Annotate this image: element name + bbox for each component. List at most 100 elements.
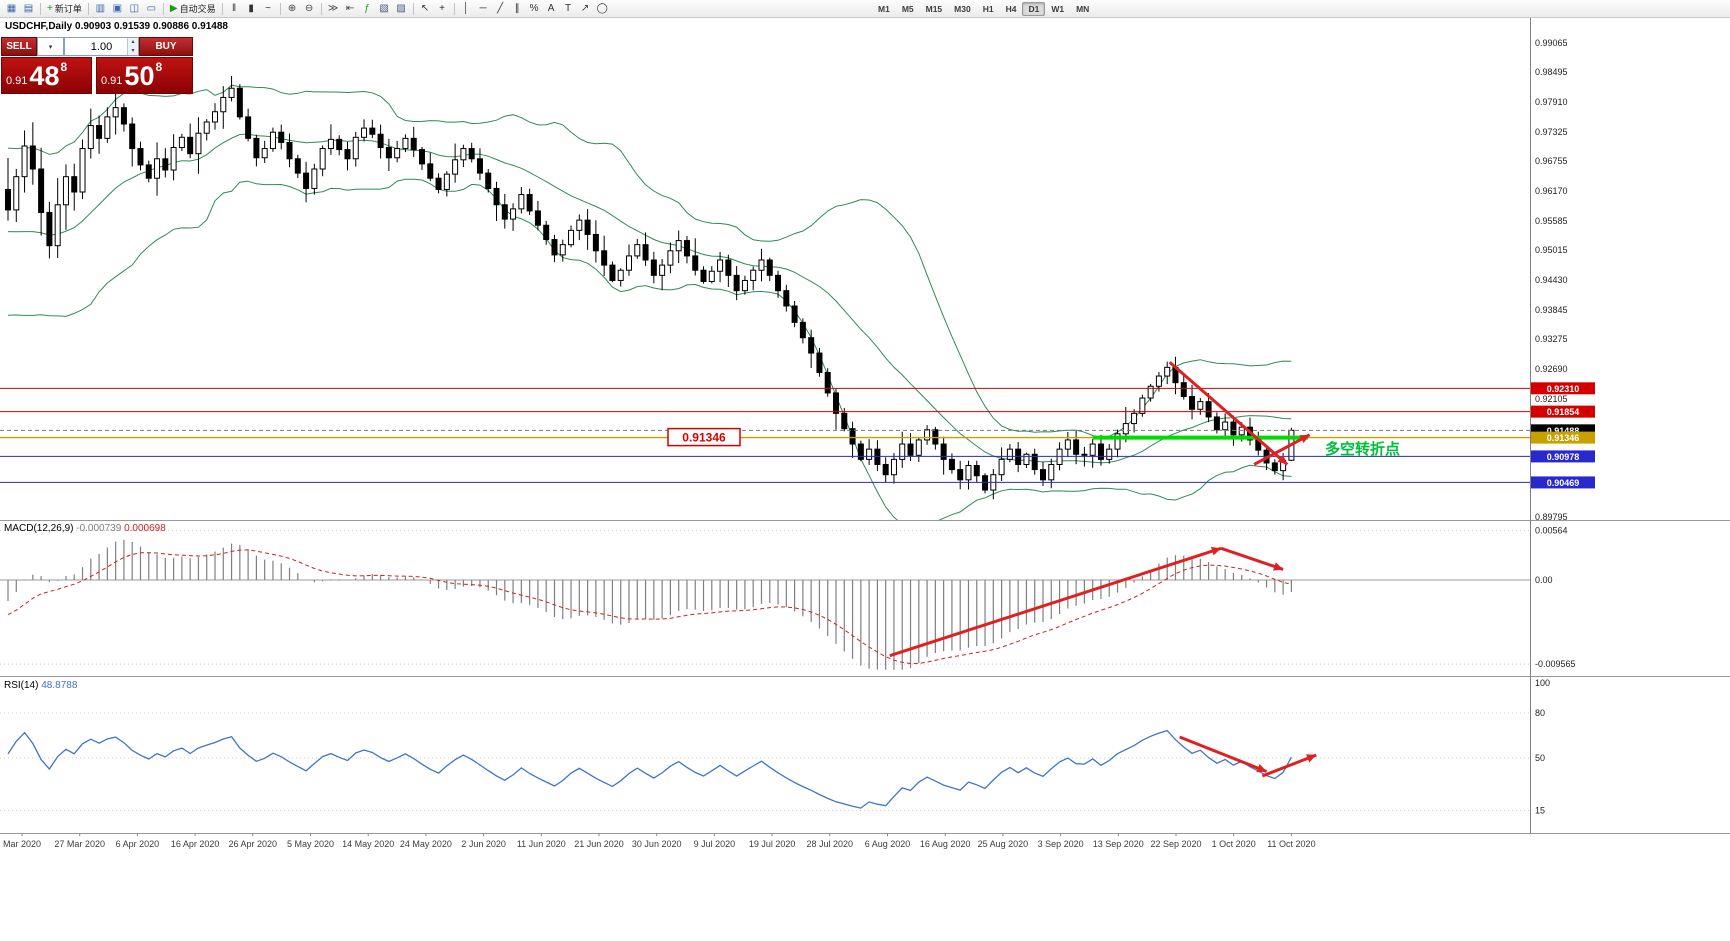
trade-prices-row: 0.91 48 8 0.91 50 8: [1, 57, 193, 94]
new-chart-button[interactable]: ▦: [3, 1, 20, 16]
text-button[interactable]: A: [543, 1, 560, 16]
vertical-line-button[interactable]: │: [458, 1, 475, 16]
svg-text:0.97910: 0.97910: [1535, 97, 1568, 107]
zoom-out-button[interactable]: ⊖: [301, 1, 318, 16]
arrow-objects-icon: ↗: [580, 3, 590, 14]
rsi-annotations: [1179, 735, 1317, 778]
stepper-up-icon[interactable]: ▴: [128, 38, 138, 47]
zoom-out-icon: ⊖: [304, 3, 314, 14]
macd-indicator-label: MACD(12,26,9) -0.000739 0.000698: [4, 523, 166, 534]
market-watch-icon: ▥: [95, 3, 106, 14]
zoom-in-icon: ⊕: [287, 3, 297, 14]
horizontal-line-button[interactable]: ─: [475, 1, 492, 16]
fibonacci-icon: %: [529, 3, 539, 14]
timeframe-h1-button[interactable]: H1: [982, 4, 994, 14]
buy-price-display[interactable]: 0.91 50 8: [96, 57, 193, 94]
indicators-list-button[interactable]: ƒ: [359, 1, 376, 16]
macd-signal-line: [7, 549, 1292, 665]
trendline-button[interactable]: ╱: [492, 1, 509, 16]
chart-shift-button[interactable]: ⇤: [342, 1, 359, 16]
svg-text:26 Apr 2020: 26 Apr 2020: [229, 839, 278, 849]
zoom-in-button[interactable]: ⊕: [284, 1, 301, 16]
chevron-down-icon: ▾: [48, 43, 53, 51]
lot-size-input[interactable]: 1.00 ▴ ▾: [64, 37, 139, 56]
toolbar-separator: [221, 2, 223, 15]
templates-button[interactable]: ▨: [393, 1, 410, 16]
auto-scroll-icon: ≫: [327, 3, 339, 14]
toolbar-separator: [453, 2, 455, 15]
toolbar-buttons: ▦ ▤ + 新订单 ▥ ▣ ◫ ▭ ▶ 自动交易 ‖ ▮ ~ ⊕ ⊖ ≫ ⇤ ƒ ▧ ▨ ↖ + │ ─ ╱ ∥% A T ↗ ◯: [3, 0, 611, 17]
auto-scroll-button[interactable]: ≫: [325, 1, 342, 16]
market-watch-button[interactable]: ▥: [92, 1, 109, 16]
chart-candles-icon: ▮: [248, 3, 254, 14]
fibonacci-button[interactable]: %: [526, 1, 543, 16]
new-order-button[interactable]: + 新订单: [44, 1, 85, 16]
svg-text:0.92690: 0.92690: [1535, 364, 1568, 374]
arrow-objects-button[interactable]: ↗: [577, 1, 594, 16]
svg-text:2 Jun 2020: 2 Jun 2020: [461, 839, 506, 849]
rsi-panel-svg[interactable]: 100 80 50 15: [0, 676, 1730, 833]
chart-candles-button[interactable]: ▮: [243, 1, 260, 16]
lot-stepper[interactable]: ▴ ▾: [127, 38, 138, 55]
svg-text:22 Sep 2020: 22 Sep 2020: [1150, 839, 1201, 849]
svg-text:0.92310: 0.92310: [1547, 384, 1580, 394]
auto-trading-icon: ▶: [169, 3, 178, 14]
text-label-button[interactable]: T: [560, 1, 577, 16]
periods-button[interactable]: ▧: [376, 1, 393, 16]
svg-text:9 Jul 2020: 9 Jul 2020: [694, 839, 736, 849]
buy-price-sup: 8: [155, 60, 163, 74]
svg-text:25 Aug 2020: 25 Aug 2020: [978, 839, 1029, 849]
sell-price-big: 48: [29, 61, 60, 91]
svg-text:6 Apr 2020: 6 Apr 2020: [116, 839, 160, 849]
toolbar-separator: [412, 2, 414, 15]
shapes-button[interactable]: ◯: [594, 1, 611, 16]
data-window-button[interactable]: ▣: [109, 1, 126, 16]
vertical-line-icon: │: [462, 3, 470, 14]
svg-text:27 Mar 2020: 27 Mar 2020: [54, 839, 105, 849]
buy-button[interactable]: BUY: [139, 37, 193, 56]
rsi-line: [7, 729, 1292, 809]
timeframe-m5-button[interactable]: M5: [901, 4, 914, 14]
sell-price-display[interactable]: 0.91 48 8: [1, 57, 92, 94]
price-level-tag: [1531, 476, 1595, 489]
svg-text:0.95015: 0.95015: [1535, 245, 1568, 255]
price-axis: 0.99065 0.98495 0.97910 0.97325 0.96755 0.961…: [1530, 18, 1568, 520]
svg-text:0.91346: 0.91346: [682, 431, 726, 445]
svg-text:0.90469: 0.90469: [1547, 478, 1580, 488]
chart-profiles-button[interactable]: ▤: [20, 1, 37, 16]
date-axis-svg[interactable]: Mar 2020 27 Mar 2020 6 Apr 2020 16 Apr 2020…: [0, 833, 1730, 857]
chart-line-button[interactable]: ~: [260, 1, 277, 16]
price-chart-svg[interactable]: 0.99065 0.98495 0.97910 0.97325 0.96755 0.961…: [0, 18, 1730, 520]
macd-panel-svg[interactable]: 0.00564 0.00 -0.009565: [0, 520, 1730, 676]
toolbar-separator: [87, 2, 89, 15]
svg-text:0.91854: 0.91854: [1547, 407, 1580, 417]
terminal-button[interactable]: ▭: [143, 1, 160, 16]
chart-bars-button[interactable]: ‖: [226, 1, 243, 16]
chart-shift-icon: ⇤: [345, 3, 355, 14]
svg-text:0.91488: 0.91488: [1547, 426, 1580, 436]
crosshair-icon: +: [439, 3, 445, 14]
rsi-grid: 100 80 50 15: [0, 678, 1550, 816]
navigator-button[interactable]: ◫: [126, 1, 143, 16]
rsi-name: RSI(14): [4, 680, 39, 691]
stepper-down-icon[interactable]: ▾: [128, 46, 138, 55]
macd-name: MACD(12,26,9): [4, 523, 74, 534]
order-type-dropdown[interactable]: ▾: [37, 37, 64, 56]
cursor-button[interactable]: ↖: [417, 1, 434, 16]
svg-text:15: 15: [1535, 806, 1545, 816]
equidistant-channel-button[interactable]: ∥: [509, 1, 526, 16]
toolbar: ▦ ▤ + 新订单 ▥ ▣ ◫ ▭ ▶ 自动交易 ‖ ▮ ~ ⊕ ⊖ ≫ ⇤ ƒ ▧ ▨ ↖ + │ ─ ╱ ∥% A T ↗ ◯ M1 M…: [0, 0, 1730, 18]
timeframe-m15-button[interactable]: M15: [925, 4, 943, 14]
timeframe-w1-button[interactable]: W1: [1051, 4, 1065, 14]
cursor-icon: ↖: [420, 3, 430, 14]
timeframe-m1-button[interactable]: M1: [878, 4, 890, 14]
svg-text:80: 80: [1535, 708, 1545, 718]
timeframe-mn-button[interactable]: MN: [1076, 4, 1090, 14]
sell-button[interactable]: SELL: [1, 37, 37, 56]
timeframe-m30-button[interactable]: M30: [954, 4, 971, 14]
auto-trading-button[interactable]: ▶ 自动交易: [167, 1, 219, 16]
timeframe-d1-button[interactable]: D1: [1022, 2, 1046, 16]
crosshair-button[interactable]: +: [434, 1, 451, 16]
timeframe-h4-button[interactable]: H4: [1005, 4, 1017, 14]
navigator-icon: ◫: [129, 3, 140, 14]
